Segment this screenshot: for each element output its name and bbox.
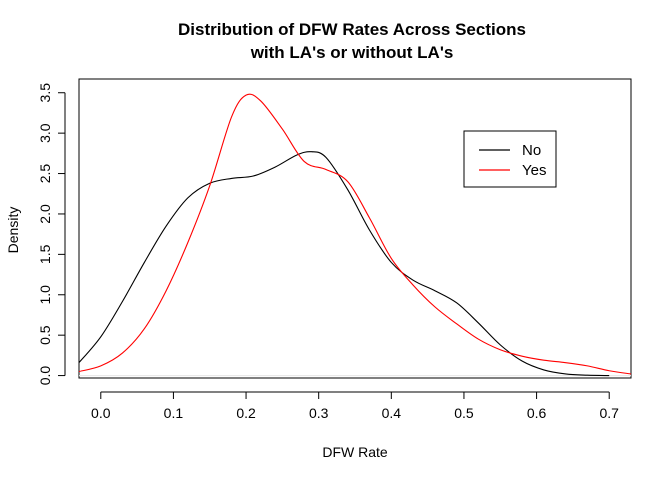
legend: No Yes	[463, 130, 557, 188]
legend-box	[463, 130, 557, 188]
x-tick-label: 0.3	[309, 405, 329, 421]
x-tick-label: 0.0	[91, 405, 111, 421]
legend-label-no: No	[522, 142, 541, 159]
y-tick-label: 2.5	[37, 164, 53, 184]
x-tick-label: 0.6	[527, 405, 547, 421]
x-tick-label: 0.1	[164, 405, 184, 421]
series-line-yes	[78, 93, 632, 375]
x-tick-label: 0.2	[236, 405, 256, 421]
y-tick-label: 3.5	[37, 83, 53, 103]
y-tick-label: 1.5	[37, 244, 53, 264]
chart-title-line1: Distribution of DFW Rates Across Section…	[178, 20, 526, 39]
y-axis-label: Density	[5, 207, 21, 254]
legend-label-yes: Yes	[522, 162, 546, 179]
series-line-no	[78, 151, 610, 377]
y-tick-label: 3.0	[37, 123, 53, 143]
x-axis-label: DFW Rate	[322, 444, 388, 460]
y-axis: 0.0 0.5 1.0 1.5 2.0 2.5 3.0 3.5	[37, 83, 66, 386]
y-tick-label: 1.0	[37, 285, 53, 305]
x-tick-label: 0.5	[454, 405, 474, 421]
x-tick-label: 0.4	[382, 405, 402, 421]
plot-frame	[78, 78, 632, 379]
x-tick-label: 0.7	[599, 405, 619, 421]
series-layer	[78, 93, 632, 377]
y-tick-label: 0.0	[37, 366, 53, 386]
y-tick-label: 0.5	[37, 325, 53, 345]
chart-title-line2: with LA's or without LA's	[250, 43, 454, 62]
x-axis: 0.0 0.1 0.2 0.3 0.4 0.5 0.6 0.7	[91, 391, 619, 421]
y-tick-label: 2.0	[37, 204, 53, 224]
